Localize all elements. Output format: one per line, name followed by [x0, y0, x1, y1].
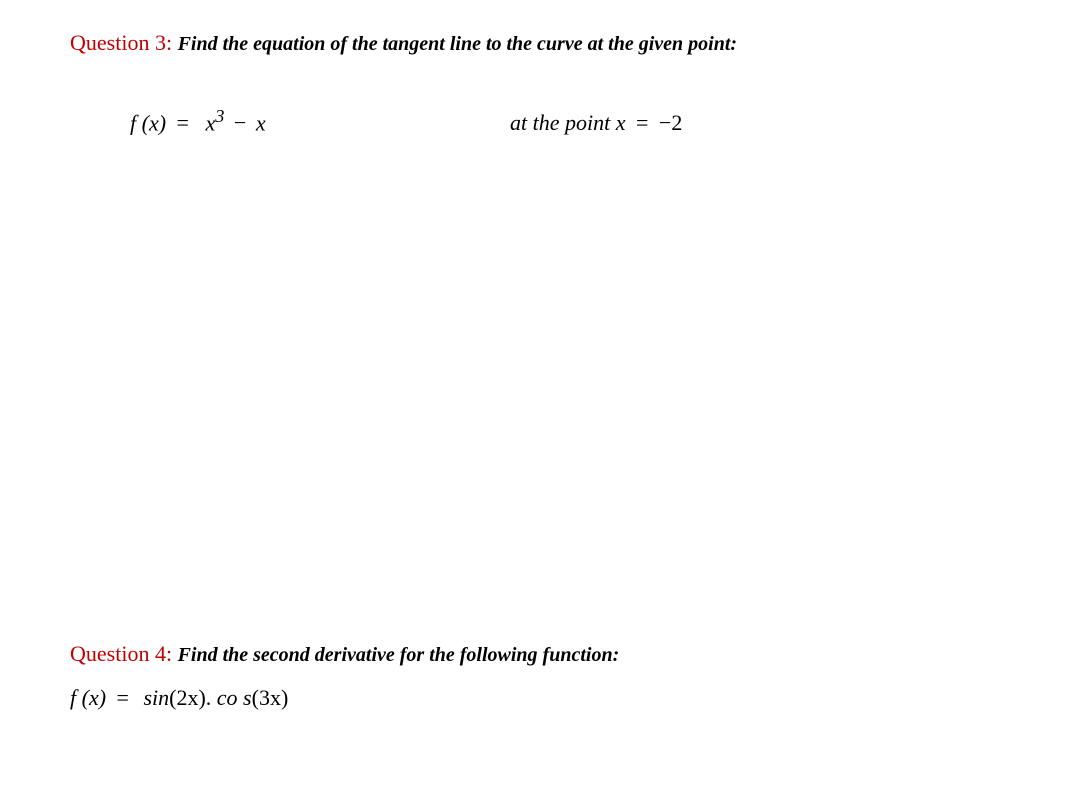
- q3-point-value: −2: [659, 110, 682, 135]
- question-4-label: Question 4:: [70, 641, 178, 666]
- q4-sin: sin: [143, 685, 169, 710]
- q4-equals: =: [117, 685, 129, 710]
- q3-rhs-exp: 3: [215, 106, 224, 126]
- question-3-block: Question 3: Find the equation of the tan…: [70, 30, 1010, 136]
- question-4-prompt: Find the second derivative for the follo…: [178, 644, 620, 666]
- q4-dot: .: [206, 685, 217, 710]
- q3-rhs-minus: −: [234, 110, 246, 135]
- question-3-label: Question 3:: [70, 30, 178, 55]
- question-3-function: f (x) = x3 − x: [130, 106, 510, 136]
- q4-arg2: (3x): [252, 685, 289, 710]
- q3-rhs-base: x: [205, 110, 215, 135]
- q4-cos: co s: [217, 685, 252, 710]
- q3-point-var: x: [616, 110, 626, 135]
- question-3-prompt: Find the equation of the tangent line to…: [178, 33, 737, 55]
- q4-lhs: f (x): [70, 685, 106, 710]
- q3-equals: =: [177, 110, 189, 135]
- q3-point-prefix: at the point: [510, 110, 616, 135]
- question-4-equation: f (x) = sin(2x). co s(3x): [70, 685, 1010, 711]
- question-3-point: at the point x = −2: [510, 110, 682, 136]
- q3-rhs-term2: x: [256, 110, 266, 135]
- q3-lhs: f (x): [130, 110, 166, 135]
- q3-point-equals: =: [636, 110, 648, 135]
- question-3-equation-row: f (x) = x3 − x at the point x = −2: [70, 106, 1010, 136]
- question-4-block: Question 4: Find the second derivative f…: [70, 641, 1010, 711]
- q4-arg1: (2x): [169, 685, 206, 710]
